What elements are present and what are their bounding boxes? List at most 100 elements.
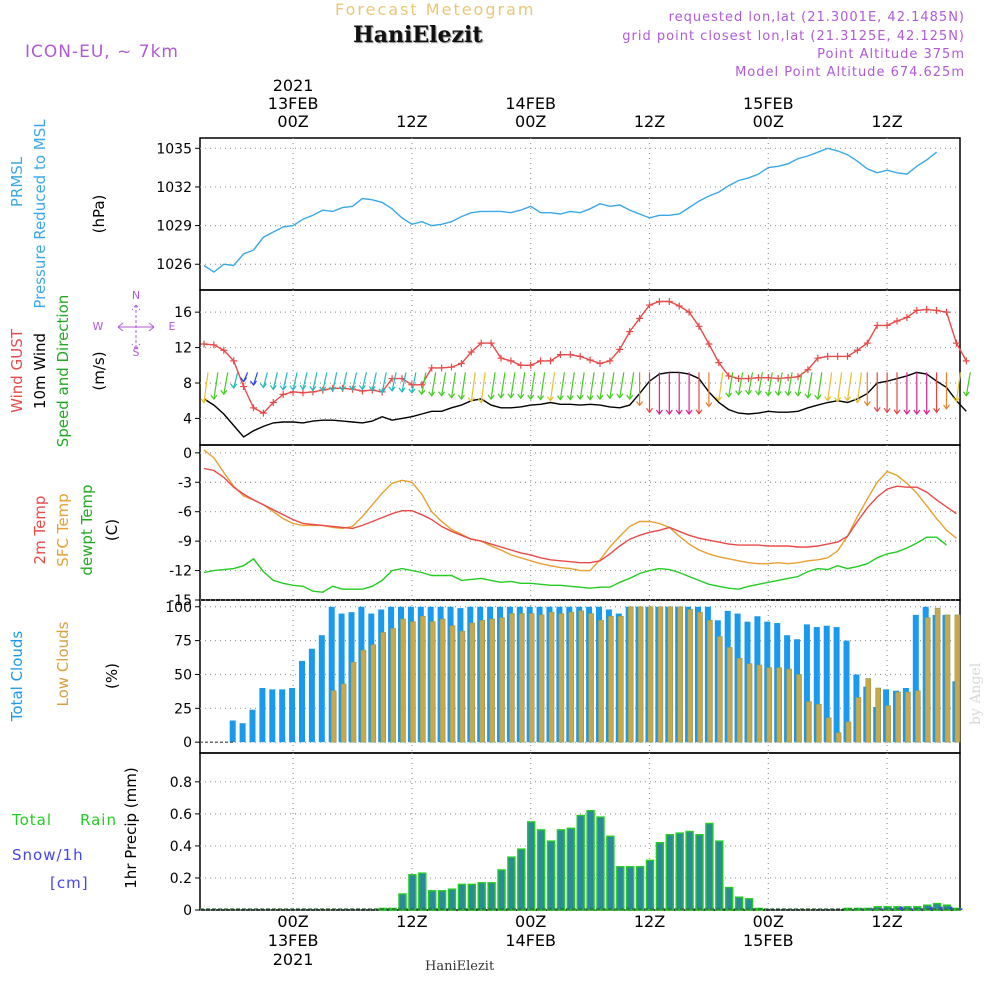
wind-arrow-head xyxy=(388,386,396,392)
gust-marker xyxy=(844,352,851,360)
wind-arrow-head xyxy=(853,398,861,404)
wind-arrow-head xyxy=(349,385,356,391)
wind-direction-arrow xyxy=(837,372,843,402)
gust-marker xyxy=(477,339,485,347)
wind-direction-arrow xyxy=(421,372,427,395)
gust-marker xyxy=(913,306,921,314)
wind-direction-arrow xyxy=(609,372,615,399)
temp-2m-label: 2m Temp xyxy=(31,496,49,565)
y-tick-label: 1035 xyxy=(156,141,192,157)
rain-bar xyxy=(418,872,427,911)
wind-direction-arrow xyxy=(322,372,328,392)
total-clouds-bar xyxy=(279,689,286,743)
precip-unit-label: 1hr Precip (mm) xyxy=(122,767,140,888)
wind-direction-arrow xyxy=(332,372,338,392)
date-label-top: 13FEB xyxy=(268,94,319,113)
low-clouds-bar xyxy=(647,606,654,743)
time-label-top: 00Z xyxy=(753,112,784,131)
gust-marker xyxy=(962,357,970,365)
wind-direction-arrow xyxy=(520,372,526,399)
low-clouds-bar xyxy=(548,611,555,743)
wind-direction-arrow xyxy=(579,372,585,400)
snow-bar xyxy=(870,908,874,910)
gust-marker xyxy=(893,317,901,325)
wind-arrow-head xyxy=(566,395,574,401)
wind-arrow-head xyxy=(527,394,535,401)
low-clouds-bar xyxy=(746,663,753,743)
gust-marker xyxy=(259,409,267,417)
low-clouds-bar xyxy=(855,697,862,743)
wind-arrow-head xyxy=(576,394,584,401)
gust-marker xyxy=(923,305,931,313)
wind-arrow-head xyxy=(210,394,218,401)
y-tick-label: 1032 xyxy=(156,180,192,196)
gust-marker xyxy=(626,328,634,336)
total-clouds-bar xyxy=(269,689,276,743)
gust-marker xyxy=(448,363,455,371)
time-label-top: 12Z xyxy=(396,112,427,131)
low-clouds-bar xyxy=(667,606,674,743)
gust-marker xyxy=(606,357,614,365)
wind-arrow-head xyxy=(507,393,515,399)
y-tick-label: 100 xyxy=(165,600,192,616)
low-clouds-bar xyxy=(687,609,693,743)
low-clouds-bar xyxy=(716,636,723,743)
wind-direction-arrow xyxy=(460,372,466,400)
wind-arrow-head xyxy=(517,393,525,400)
wind-direction-arrow xyxy=(807,372,813,398)
wind-direction-arrow xyxy=(292,372,298,391)
wind-direction-arrow xyxy=(589,372,595,400)
low-clouds-bar xyxy=(806,701,812,743)
low-clouds-bar xyxy=(905,691,911,743)
gust-marker xyxy=(487,339,495,347)
low-clouds-bar xyxy=(617,615,624,743)
gust-marker xyxy=(794,373,802,381)
footer-location: HaniElezit xyxy=(425,959,495,974)
gust-marker xyxy=(804,366,812,374)
low-clouds-bar xyxy=(439,618,446,743)
wind-direction-arrow xyxy=(312,372,318,391)
wind-arrow-head xyxy=(329,386,337,392)
pressure-label-msl: Pressure Reduced to MSL xyxy=(31,119,49,309)
pressure-label-unit: (hPa) xyxy=(90,195,108,234)
rain-bar xyxy=(665,834,674,911)
total-clouds-label: Total Clouds xyxy=(8,631,26,723)
y-tick-label: 4 xyxy=(183,411,192,427)
gust-marker xyxy=(467,348,475,356)
wind-arrow-head xyxy=(279,385,287,391)
rain-bar xyxy=(457,883,467,911)
wind-arrow-head xyxy=(457,394,465,401)
year-label-bottom: 2021 xyxy=(273,950,314,969)
y-tick-label: 50 xyxy=(174,667,192,683)
gust-marker xyxy=(566,351,574,359)
sfc-temp-line xyxy=(203,449,957,572)
compass-north: N xyxy=(132,289,140,302)
gust-marker xyxy=(814,354,822,362)
temp-sfc-label: SFC Temp xyxy=(54,493,72,566)
low-clouds-bar xyxy=(370,644,377,743)
gust-marker xyxy=(438,364,446,372)
2m-temp-line xyxy=(203,467,957,564)
gust-marker xyxy=(210,341,218,349)
wind-direction-arrow xyxy=(351,372,358,391)
low-clouds-bar xyxy=(598,620,604,743)
rain-bar xyxy=(398,893,407,911)
wind-direction-arrow xyxy=(540,372,546,400)
gust-marker xyxy=(764,374,772,382)
low-clouds-bar xyxy=(815,703,822,743)
gust-marker xyxy=(220,346,228,354)
low-clouds-bar xyxy=(924,617,931,743)
wind-arrow-head xyxy=(754,390,762,396)
gust-marker xyxy=(556,351,564,359)
low-clouds-bar xyxy=(390,628,396,743)
wind-arrow-head xyxy=(893,409,901,415)
time-label-bottom: 12Z xyxy=(634,912,665,931)
wind-arrow-head xyxy=(448,393,455,399)
wind-direction-arrow xyxy=(787,372,793,396)
wind-arrow-head xyxy=(289,385,297,391)
precip-snow-label: Snow/1h xyxy=(12,846,84,864)
wind-arrow-head xyxy=(319,386,327,392)
low-clouds-bar xyxy=(845,721,852,743)
rain-bar xyxy=(695,834,704,911)
